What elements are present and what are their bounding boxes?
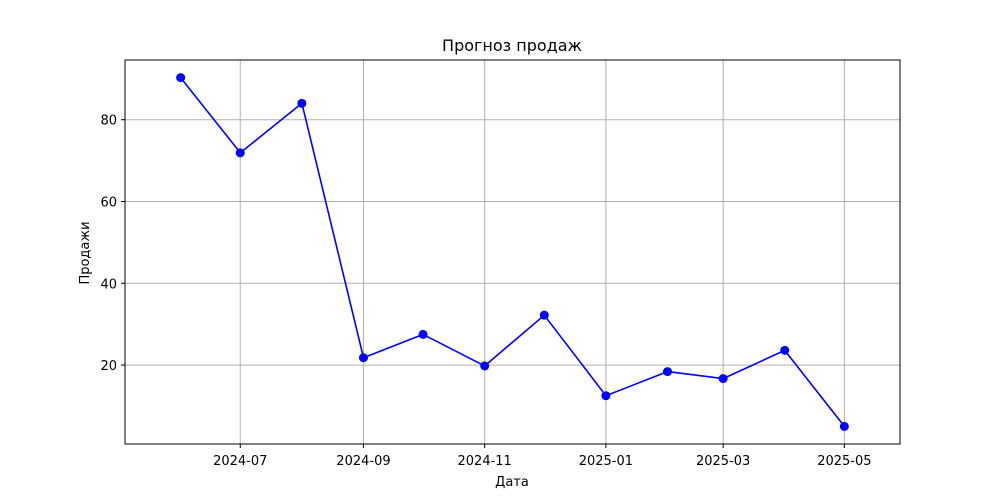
series-line [179, 77, 846, 427]
data-point [358, 353, 368, 363]
x-tick-label: 2025-01 [579, 454, 633, 469]
y-tick-label: 20 [100, 359, 117, 374]
chart-title: Прогноз продаж [442, 36, 582, 55]
y-tick-label: 40 [100, 277, 117, 292]
data-point [601, 391, 611, 401]
data-point [780, 345, 790, 355]
x-tick-label: 2024-11 [458, 454, 512, 469]
series-layer [176, 73, 849, 431]
y-axis: 20 40 60 80 [100, 114, 125, 374]
x-axis: 2024-07 2024-09 2024-11 2025-01 2025-03 2025-… [213, 444, 872, 469]
y-tick-label: 80 [100, 114, 117, 129]
data-point [718, 374, 728, 384]
x-tick-label: 2024-09 [336, 454, 390, 469]
data-point [539, 310, 549, 320]
data-point [480, 361, 490, 371]
x-tick-label: 2025-05 [817, 454, 871, 469]
y-axis-title: Продажи [78, 221, 93, 284]
grid-lines [125, 60, 900, 444]
plot-frame [124, 59, 901, 445]
data-point [235, 148, 245, 158]
x-axis-title: Дата [495, 475, 529, 490]
data-point [297, 98, 307, 108]
data-point [418, 329, 428, 339]
x-tick-label: 2024-07 [213, 454, 267, 469]
x-tick-label: 2025-03 [696, 454, 750, 469]
data-point [663, 367, 672, 377]
data-point [176, 73, 186, 83]
y-tick-label: 60 [100, 195, 117, 210]
data-point [839, 421, 849, 431]
